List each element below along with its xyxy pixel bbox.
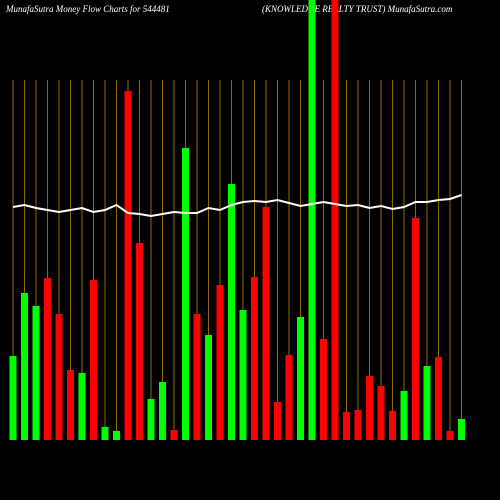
bar — [193, 314, 201, 440]
bar — [400, 391, 408, 440]
bar — [435, 357, 442, 440]
money-flow-line — [12, 194, 462, 218]
bar — [21, 293, 28, 440]
bar — [446, 431, 454, 440]
bar — [159, 382, 166, 440]
bar — [147, 399, 155, 440]
bar — [182, 148, 189, 440]
bar — [262, 207, 270, 440]
bar — [274, 402, 281, 440]
bar — [297, 317, 304, 440]
chart-subtitle: (KNOWLEDGE REALTY TRUST) MunafaSutra.com — [262, 4, 453, 14]
bar — [136, 243, 143, 440]
bar — [458, 419, 465, 440]
bar — [366, 376, 373, 440]
bar — [412, 218, 419, 440]
bar — [78, 373, 86, 440]
bar — [113, 431, 120, 440]
bar — [331, 0, 339, 440]
bar — [170, 430, 178, 440]
bar — [251, 277, 258, 440]
bar — [124, 91, 132, 440]
bar — [55, 314, 63, 440]
bar — [285, 355, 293, 440]
bar — [32, 306, 40, 440]
bar — [205, 335, 212, 440]
bar — [67, 370, 74, 440]
bar — [90, 280, 97, 440]
bar — [9, 356, 17, 440]
bar — [44, 278, 51, 440]
bar — [228, 184, 235, 440]
bar — [354, 410, 362, 440]
bar — [423, 366, 431, 440]
bar — [377, 386, 385, 440]
bar — [343, 412, 350, 440]
chart-title: MunafaSutra Money Flow Charts for 544481 — [5, 4, 170, 14]
bar — [239, 310, 247, 440]
bar — [216, 285, 224, 440]
bar — [320, 339, 327, 440]
bar — [389, 411, 396, 440]
bar — [101, 427, 109, 440]
bar — [308, 0, 316, 440]
